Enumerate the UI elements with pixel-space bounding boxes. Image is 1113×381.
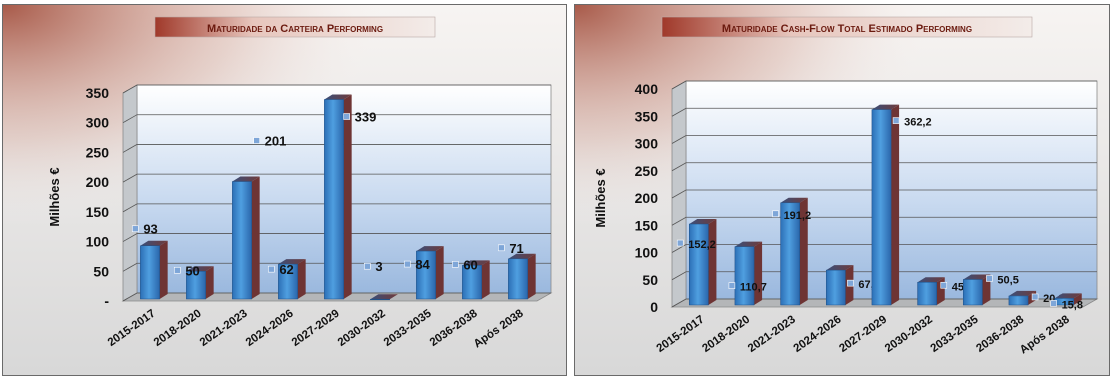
data-label-marker bbox=[268, 265, 275, 273]
bar bbox=[370, 294, 398, 300]
data-label: 71 bbox=[509, 241, 523, 256]
data-label-marker bbox=[847, 279, 854, 287]
bar bbox=[688, 219, 717, 306]
data-label: 191,2 bbox=[784, 210, 812, 222]
bar bbox=[1054, 293, 1082, 306]
bar bbox=[780, 197, 808, 306]
y-axis-label: Milhões € bbox=[593, 168, 608, 227]
data-label: 339 bbox=[355, 110, 377, 125]
data-label: 50,5 bbox=[997, 274, 1018, 286]
data-label: 110,7 bbox=[740, 282, 767, 294]
chart-title: Maturidade Cash-Flow Total Estimado Perf… bbox=[722, 23, 972, 35]
chart-cash-flow-performing: Maturidade Cash-Flow Total Estimado Perf… bbox=[574, 4, 1110, 376]
data-label-marker bbox=[452, 261, 459, 268]
data-label-marker bbox=[343, 113, 350, 120]
data-label-marker bbox=[1031, 293, 1039, 301]
chart-title: Maturidade da Carteira Performing bbox=[207, 23, 383, 35]
y-tick-label: 300 bbox=[635, 136, 659, 152]
data-label-marker bbox=[940, 281, 948, 289]
data-label-marker bbox=[676, 239, 684, 247]
bar bbox=[508, 253, 536, 300]
y-tick-label: - bbox=[104, 293, 109, 309]
data-label-marker bbox=[498, 244, 505, 252]
y-tick-label: 100 bbox=[86, 234, 110, 250]
data-label: 362,2 bbox=[904, 117, 932, 129]
data-label-marker bbox=[1050, 300, 1057, 307]
data-label: 50 bbox=[185, 263, 199, 278]
bar bbox=[232, 176, 260, 300]
y-tick-label: 150 bbox=[86, 204, 110, 220]
data-label-marker bbox=[174, 266, 181, 274]
data-label-marker bbox=[772, 210, 779, 218]
y-tick-label: 250 bbox=[635, 163, 659, 179]
y-tick-label: 300 bbox=[86, 115, 110, 131]
chart-title-box bbox=[661, 16, 1033, 38]
bar bbox=[278, 259, 306, 300]
data-label-marker bbox=[364, 262, 371, 270]
data-label: 15,8 bbox=[1062, 299, 1083, 311]
bar bbox=[962, 274, 991, 306]
data-label: 93 bbox=[143, 222, 157, 237]
bar bbox=[140, 240, 168, 300]
bar bbox=[186, 266, 214, 300]
data-label: 62 bbox=[279, 262, 293, 277]
bar bbox=[871, 104, 900, 306]
chart-svg: Maturidade da Carteira Performing - 50 100 1… bbox=[3, 5, 566, 375]
y-tick-label: 200 bbox=[86, 174, 110, 190]
y-tick-label: 200 bbox=[635, 190, 659, 206]
data-label: 3 bbox=[375, 259, 382, 274]
data-label-marker bbox=[728, 282, 736, 289]
y-tick-label: 150 bbox=[635, 217, 659, 233]
data-label-marker bbox=[986, 275, 993, 282]
data-label-marker bbox=[132, 225, 139, 233]
y-tick-label: 0 bbox=[650, 299, 658, 315]
bar bbox=[734, 241, 763, 306]
bar bbox=[462, 260, 490, 300]
data-label-marker bbox=[404, 260, 411, 268]
y-tick-label: 350 bbox=[86, 85, 110, 101]
y-tick-label: 250 bbox=[86, 144, 110, 160]
y-tick-label: 100 bbox=[635, 245, 659, 261]
data-label: 201 bbox=[265, 134, 287, 149]
bar bbox=[416, 246, 444, 300]
y-tick-label: 400 bbox=[635, 81, 659, 97]
chart-carteira-performing: Maturidade da Carteira Performing - 50 100 1… bbox=[2, 4, 567, 376]
chart-svg: Maturidade Cash-Flow Total Estimado Perf… bbox=[575, 5, 1109, 375]
y-tick-label: 50 bbox=[642, 272, 658, 288]
bar bbox=[324, 94, 352, 300]
chart-title-box bbox=[154, 16, 436, 38]
y-tick-label: 350 bbox=[635, 108, 659, 124]
data-label: 152,2 bbox=[688, 239, 716, 251]
data-label: 60 bbox=[463, 257, 477, 272]
y-axis-label: Milhões € bbox=[47, 167, 62, 226]
data-label-marker bbox=[892, 117, 900, 124]
data-label-marker bbox=[253, 137, 260, 144]
bar bbox=[917, 277, 945, 306]
y-tick-label: 50 bbox=[93, 263, 109, 279]
data-label: 84 bbox=[415, 257, 430, 272]
